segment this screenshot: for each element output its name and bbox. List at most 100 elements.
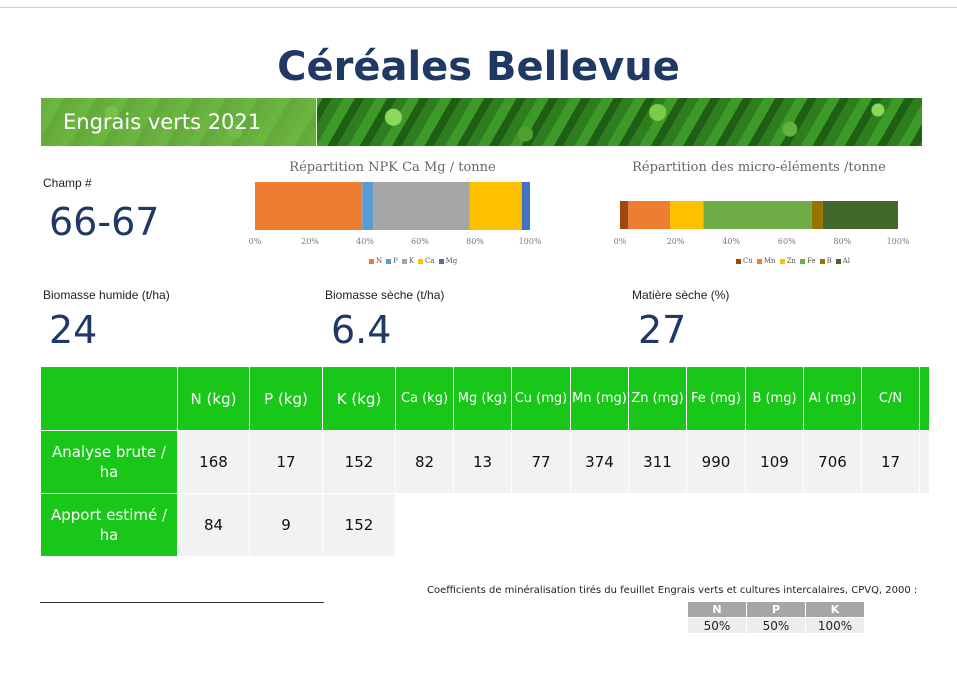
table-cell: 152 bbox=[323, 493, 396, 556]
micro-bar-b bbox=[811, 201, 823, 229]
field-label: Champ # bbox=[43, 176, 92, 190]
chart-micro bbox=[620, 201, 898, 229]
npk-legend-label: Mg bbox=[445, 257, 458, 265]
micro-legend-item: Fe bbox=[799, 257, 816, 265]
npk-bar-k bbox=[373, 182, 470, 230]
col-header: Al (mg) bbox=[804, 367, 862, 430]
micro-legend-swatch bbox=[819, 258, 825, 264]
npk-legend-item: K bbox=[401, 257, 414, 265]
micro-legend-item: Zn bbox=[779, 257, 796, 265]
col-header: P (kg) bbox=[250, 367, 323, 430]
banner-label: Engrais verts 2021 bbox=[41, 98, 317, 146]
coef-header: N bbox=[688, 602, 747, 617]
micro-legend-item: Mn bbox=[756, 257, 776, 265]
npk-legend-item: Ca bbox=[418, 257, 435, 265]
metric-value-drymatter: 27 bbox=[638, 308, 687, 352]
table-cell: 82 bbox=[396, 430, 454, 493]
micro-tick-label: 40% bbox=[722, 237, 741, 246]
table-cell: 17 bbox=[862, 430, 920, 493]
coef-header-row: N P K bbox=[688, 602, 865, 617]
npk-legend-label: N bbox=[376, 257, 383, 265]
micro-legend-label: Cu bbox=[743, 257, 753, 265]
table-cell: 152 bbox=[323, 430, 396, 493]
micro-tick-label: 100% bbox=[886, 237, 910, 246]
micro-bar-mn bbox=[628, 201, 671, 229]
micro-legend-item: B bbox=[819, 257, 832, 265]
bottom-rule bbox=[40, 602, 324, 603]
metric-label-wet: Biomasse humide (t/ha) bbox=[43, 288, 170, 302]
coef-header: P bbox=[747, 602, 806, 617]
nutrient-table: N (kg) P (kg) K (kg) Ca (kg) Mg (kg) Cu … bbox=[41, 367, 930, 556]
metric-label-dry: Biomasse sèche (t/ha) bbox=[325, 288, 445, 302]
table-edge bbox=[920, 367, 930, 430]
micro-legend-label: Zn bbox=[786, 257, 796, 265]
clover-banner: Engrais verts 2021 bbox=[41, 98, 922, 146]
micro-bar-fe bbox=[703, 201, 812, 229]
table-cell: 13 bbox=[454, 430, 512, 493]
top-rule bbox=[0, 7, 957, 8]
col-header: Ca (kg) bbox=[396, 367, 454, 430]
chart-micro-legend: Cu Mn Zn Fe B Al bbox=[736, 257, 850, 265]
col-header: B (mg) bbox=[746, 367, 804, 430]
table-blank bbox=[396, 493, 930, 556]
chart-npk-title: Répartition NPK Ca Mg / tonne bbox=[289, 160, 496, 175]
chart-npk-legend: N P K Ca Mg bbox=[369, 257, 457, 265]
npk-tick-label: 40% bbox=[356, 237, 374, 246]
col-header: Cu (mg) bbox=[512, 367, 571, 430]
table-cell: 77 bbox=[512, 430, 571, 493]
micro-legend-swatch bbox=[736, 258, 741, 264]
coefficients-note: Coefficients de minéralisation tirés du … bbox=[427, 585, 918, 596]
micro-legend-label: B bbox=[826, 257, 832, 265]
table-header-row: N (kg) P (kg) K (kg) Ca (kg) Mg (kg) Cu … bbox=[41, 367, 930, 430]
micro-legend-swatch bbox=[756, 258, 762, 264]
npk-legend-swatch bbox=[438, 258, 444, 264]
table-row: Analyse brute / ha 168 17 152 82 13 77 3… bbox=[41, 430, 930, 493]
coefficients-table: N P K 50% 50% 100% bbox=[688, 602, 865, 633]
table-cell: 17 bbox=[250, 430, 323, 493]
table-cell: 706 bbox=[804, 430, 862, 493]
npk-legend-swatch bbox=[401, 258, 407, 264]
field-value: 66-67 bbox=[49, 200, 160, 244]
coef-header: K bbox=[806, 602, 865, 617]
chart-micro-title: Répartition des micro-éléments /tonne bbox=[632, 160, 886, 175]
table-cell: 9 bbox=[250, 493, 323, 556]
npk-tick-label: 20% bbox=[301, 237, 319, 246]
coef-value: 50% bbox=[747, 617, 806, 633]
npk-legend-swatch bbox=[418, 258, 424, 264]
micro-bar-cu bbox=[620, 201, 629, 229]
micro-tick-label: 80% bbox=[833, 237, 852, 246]
col-header: K (kg) bbox=[323, 367, 396, 430]
table-cell: 109 bbox=[746, 430, 804, 493]
table-cell: 84 bbox=[178, 493, 250, 556]
npk-legend-item: P bbox=[386, 257, 398, 265]
micro-tick-label: 60% bbox=[777, 237, 796, 246]
table-cell: 168 bbox=[178, 430, 250, 493]
coef-value: 100% bbox=[806, 617, 865, 633]
chart-npk bbox=[255, 182, 530, 230]
col-header: Mg (kg) bbox=[454, 367, 512, 430]
metric-value-dry: 6.4 bbox=[331, 308, 392, 352]
page-title: Céréales Bellevue bbox=[277, 44, 680, 90]
micro-legend-swatch bbox=[799, 258, 805, 264]
npk-tick-label: 0% bbox=[248, 237, 262, 246]
npk-legend-label: P bbox=[393, 257, 398, 265]
micro-legend-label: Mn bbox=[763, 257, 776, 265]
npk-bar-mg bbox=[521, 182, 530, 230]
table-cell: 311 bbox=[629, 430, 687, 493]
npk-bar-n bbox=[255, 182, 363, 230]
micro-tick-label: 20% bbox=[666, 237, 685, 246]
micro-legend-swatch bbox=[835, 258, 841, 264]
coef-value: 50% bbox=[688, 617, 747, 633]
npk-legend-label: Ca bbox=[425, 257, 435, 265]
npk-tick-label: 100% bbox=[518, 237, 542, 246]
npk-legend-swatch bbox=[386, 258, 392, 264]
micro-legend-item: Cu bbox=[736, 257, 753, 265]
npk-tick-label: 60% bbox=[411, 237, 429, 246]
col-header: Zn (mg) bbox=[629, 367, 687, 430]
table-row: Apport estimé / ha 84 9 152 bbox=[41, 493, 930, 556]
micro-legend-item: Al bbox=[835, 257, 850, 265]
micro-bar-al bbox=[822, 201, 898, 229]
col-header: N (kg) bbox=[178, 367, 250, 430]
npk-legend-item: Mg bbox=[438, 257, 458, 265]
npk-bar-ca bbox=[469, 182, 522, 230]
